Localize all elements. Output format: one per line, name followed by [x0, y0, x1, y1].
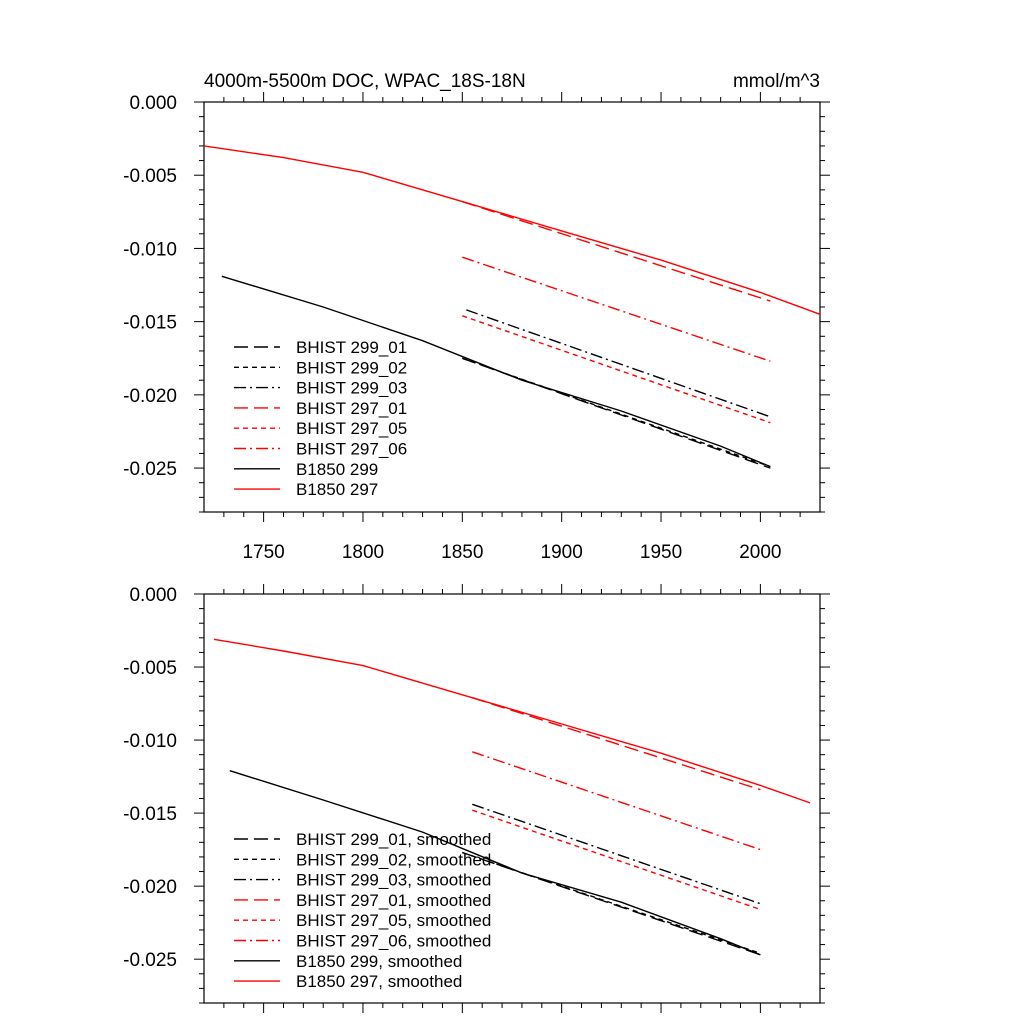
x-tick-label: 1750: [242, 542, 284, 563]
bottom-plot-area: 0.000 -0.005 -0.010 -0.015 -0.020 -0.025 BHIST…: [123, 584, 830, 1013]
legend-label: BHIST 299_03, smoothed: [296, 871, 491, 890]
x-tick-label: 2000: [739, 542, 781, 563]
series-line-bhist-297-01-smoothed: [472, 697, 761, 791]
series-line-b1850-299-smoothed: [229, 770, 761, 956]
y-tick-label: 0.000: [129, 93, 177, 114]
series-line-b1850-297: [203, 145, 821, 315]
legend-label: B1850 299, smoothed: [296, 952, 462, 971]
legend-label: BHIST 299_03: [296, 379, 407, 398]
y-tick-label: -0.025: [123, 459, 177, 480]
legend-label: BHIST 297_05: [296, 419, 407, 438]
legend-label: B1850 297: [296, 480, 378, 499]
legend-label: BHIST 297_01, smoothed: [296, 891, 491, 910]
y-tick-label: -0.015: [123, 804, 177, 825]
series-line-bhist-297-06-smoothed: [472, 751, 761, 851]
legend-label: BHIST 299_02: [296, 358, 407, 377]
legend-label: BHIST 299_01, smoothed: [296, 830, 491, 849]
y-tick-label: -0.005: [123, 658, 177, 679]
series-line-b1850-297-smoothed: [213, 638, 811, 804]
series-line-bhist-299-01: [462, 357, 771, 469]
legend-label: BHIST 297_06: [296, 440, 407, 459]
y-tick-label: 0.000: [129, 585, 177, 606]
y-tick-label: -0.015: [123, 313, 177, 334]
x-tick-label: 1800: [342, 542, 384, 563]
top-plot-area: 1750 1800 1850 1900 1950 2000 0.000 -0.005 -0.01…: [123, 92, 830, 563]
legend-label: BHIST 297_01: [296, 399, 407, 418]
units-label: mmol/m^3: [733, 71, 820, 92]
bottom-chart-panel: 0.000 -0.005 -0.010 -0.015 -0.020 -0.025 BHIST…: [123, 584, 830, 1013]
top-chart-panel: 4000m-5500m DOC, WPAC_18S-18N mmol/m^3 1…: [123, 71, 830, 563]
legend-label: BHIST 297_06, smoothed: [296, 932, 491, 951]
series-line-bhist-297-05-smoothed: [472, 809, 761, 911]
x-tick-label: 1850: [441, 542, 483, 563]
series-line-bhist-297-01: [462, 200, 771, 302]
series-line-bhist-299-03: [466, 309, 771, 418]
legend-label: BHIST 299_01: [296, 338, 407, 357]
series-line-bhist-299-02-smoothed: [462, 851, 761, 954]
y-tick-label: -0.020: [123, 877, 177, 898]
legend-label: BHIST 297_05, smoothed: [296, 911, 491, 930]
series-line-bhist-297-06: [462, 256, 771, 362]
y-tick-label: -0.005: [123, 166, 177, 187]
series-line-bhist-297-05: [462, 315, 771, 424]
x-tick-label: 1950: [640, 542, 682, 563]
y-tick-label: -0.020: [123, 386, 177, 407]
series-line-bhist-299-03-smoothed: [472, 803, 761, 905]
series-line-b1850-299: [221, 275, 771, 468]
y-tick-label: -0.010: [123, 239, 177, 260]
legend-label: B1850 299: [296, 460, 378, 479]
chart-title: 4000m-5500m DOC, WPAC_18S-18N: [204, 71, 526, 92]
y-tick-label: -0.025: [123, 950, 177, 971]
x-tick-label: 1900: [541, 542, 583, 563]
legend-label: B1850 297, smoothed: [296, 972, 462, 991]
y-tick-label: -0.010: [123, 731, 177, 752]
legend-label: BHIST 299_02, smoothed: [296, 850, 491, 869]
